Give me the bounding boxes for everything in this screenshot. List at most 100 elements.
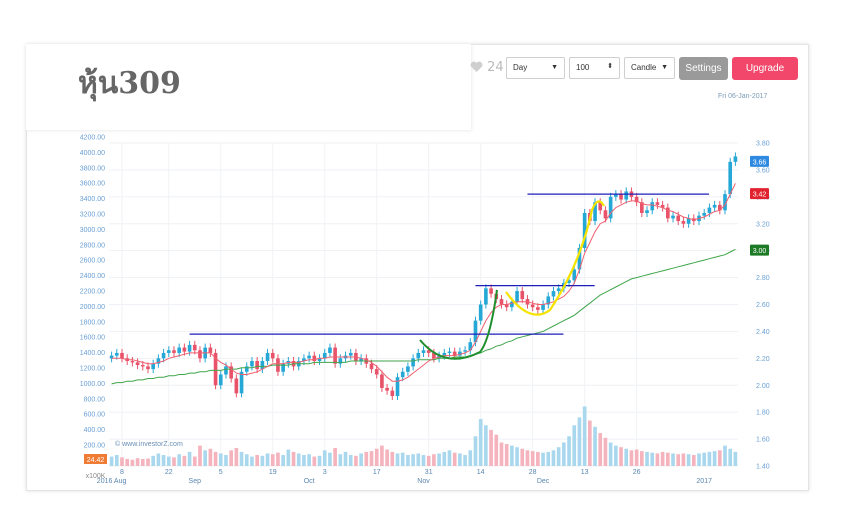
stepper-arrows-icon[interactable]: ⬍ [607,63,613,70]
price-tick-label: 1.40 [756,464,770,471]
volume-bar [473,436,478,466]
volume-tick-label: 2200.00 [80,289,105,296]
candle-body [317,358,322,362]
candle-body [442,352,447,356]
x-tick-label: 22 [165,469,173,476]
ma-price-label: 3.00 [753,248,767,255]
candle-body [426,350,431,353]
candle-body [187,344,192,352]
volume-bar [302,455,306,466]
volume-bar [239,451,244,466]
candle-body [541,304,545,310]
bar-count-value: 100 [576,63,590,72]
candle-body [213,352,218,386]
volume-bar [291,451,296,466]
grid [109,142,738,467]
candle-body [400,371,405,378]
volume-tick-label: 3400.00 [80,196,105,203]
candle-body [671,215,675,219]
candle-body [536,307,540,310]
volume-bar [655,453,660,466]
volume-bar [224,455,228,466]
candle-body [312,355,317,362]
candle-body [270,352,275,359]
candle-body [702,212,707,216]
volume-bar [359,453,363,466]
volume-bar [416,453,421,466]
candle-body [728,161,733,195]
candle-body [712,204,717,208]
candle-body [499,299,504,305]
candle-body [603,210,608,219]
candle-body [338,358,343,364]
last-price-label: 3.66 [753,159,767,166]
chart-style-value: Candle [631,63,657,72]
volume-bar [213,451,218,466]
candle-body [707,207,712,213]
volume-bar [270,454,275,466]
candle-body [395,377,400,397]
volume-bar [421,455,426,466]
candle-body [374,369,379,375]
settings-button[interactable]: Settings [679,57,728,80]
volume-bar [390,451,395,466]
candle-body [546,296,551,305]
volume-bar [442,451,447,466]
volume-bar [374,448,379,466]
volume-bar [296,453,301,466]
chart-style-select[interactable]: Candle ▼ [624,57,675,79]
volume-tick-label: 1200.00 [80,366,105,373]
volume-last-bg [84,454,107,464]
candle-body [686,218,691,224]
volume-bar [551,450,556,466]
candle-body [655,202,660,205]
caret-down-icon: ▼ [661,64,668,71]
interval-select[interactable]: Day ▼ [506,57,565,79]
volume-bar [328,452,332,466]
volume-bar [151,455,156,466]
axes: 200.00 400.00 600.00 800.00 1000.00 1200.00 14… [80,135,770,486]
volume-bar [260,455,265,466]
candle-body [510,301,514,308]
candle-body [229,366,233,379]
candle-body [333,347,337,364]
volume-tick-label: 800.00 [84,396,106,403]
candle-body [463,350,467,352]
volume-bar [218,453,223,466]
candle-body [640,202,644,213]
volume-bar [530,451,535,466]
volume-bar [140,458,145,466]
candle-body [411,358,415,367]
candle-body [234,378,239,394]
fast-ma-line [111,183,736,382]
candle-body [244,366,249,372]
volume-bar [172,457,176,466]
candle-body [151,363,156,370]
volume-tick-label: 2800.00 [80,242,105,249]
volume-bar [177,454,181,466]
candle-body [484,288,488,305]
volume-tick-label: 4000.00 [80,150,105,157]
candle-body [281,363,285,372]
candle-body [130,361,135,363]
volume-tick-label: 3000.00 [80,227,105,234]
volume-bar [660,451,665,466]
volume-bar [717,450,722,466]
volume-bar [489,429,493,466]
favorite-counter[interactable]: 24 [470,60,504,75]
candle-body [608,196,613,219]
candle-body [307,355,311,359]
candle-body [218,374,223,386]
upgrade-button[interactable]: Upgrade [732,57,798,80]
bar-count-stepper[interactable]: 100 ⬍ [569,57,620,79]
candle-body [156,358,161,364]
candle-body [192,344,197,351]
volume-bar [702,452,707,466]
candle-body [416,352,421,359]
candle-body [208,347,213,353]
candle-body [452,351,457,356]
price-tick-label: 2.20 [756,356,770,363]
x-month-label: 2016 Aug [97,478,127,485]
moving-average-lines [111,183,736,385]
